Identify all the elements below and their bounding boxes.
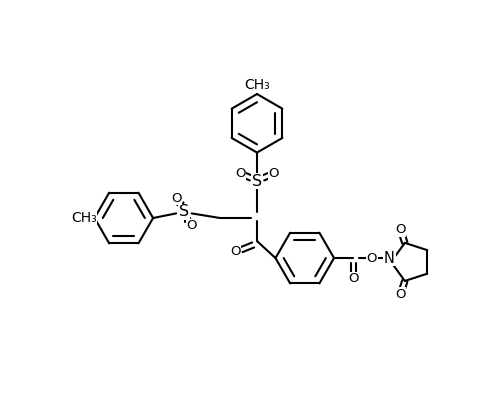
Text: O: O xyxy=(186,219,197,232)
Text: CH₃: CH₃ xyxy=(244,78,270,92)
Text: O: O xyxy=(269,167,279,180)
Text: O: O xyxy=(395,223,406,236)
Text: S: S xyxy=(179,204,189,219)
Text: N: N xyxy=(384,250,395,265)
Text: O: O xyxy=(235,167,245,180)
Text: S: S xyxy=(252,173,262,189)
Text: O: O xyxy=(395,288,406,301)
Text: O: O xyxy=(348,273,359,285)
Text: CH₃: CH₃ xyxy=(71,211,97,225)
Text: O: O xyxy=(171,191,182,204)
Text: O: O xyxy=(230,245,241,258)
Text: O: O xyxy=(366,252,377,265)
